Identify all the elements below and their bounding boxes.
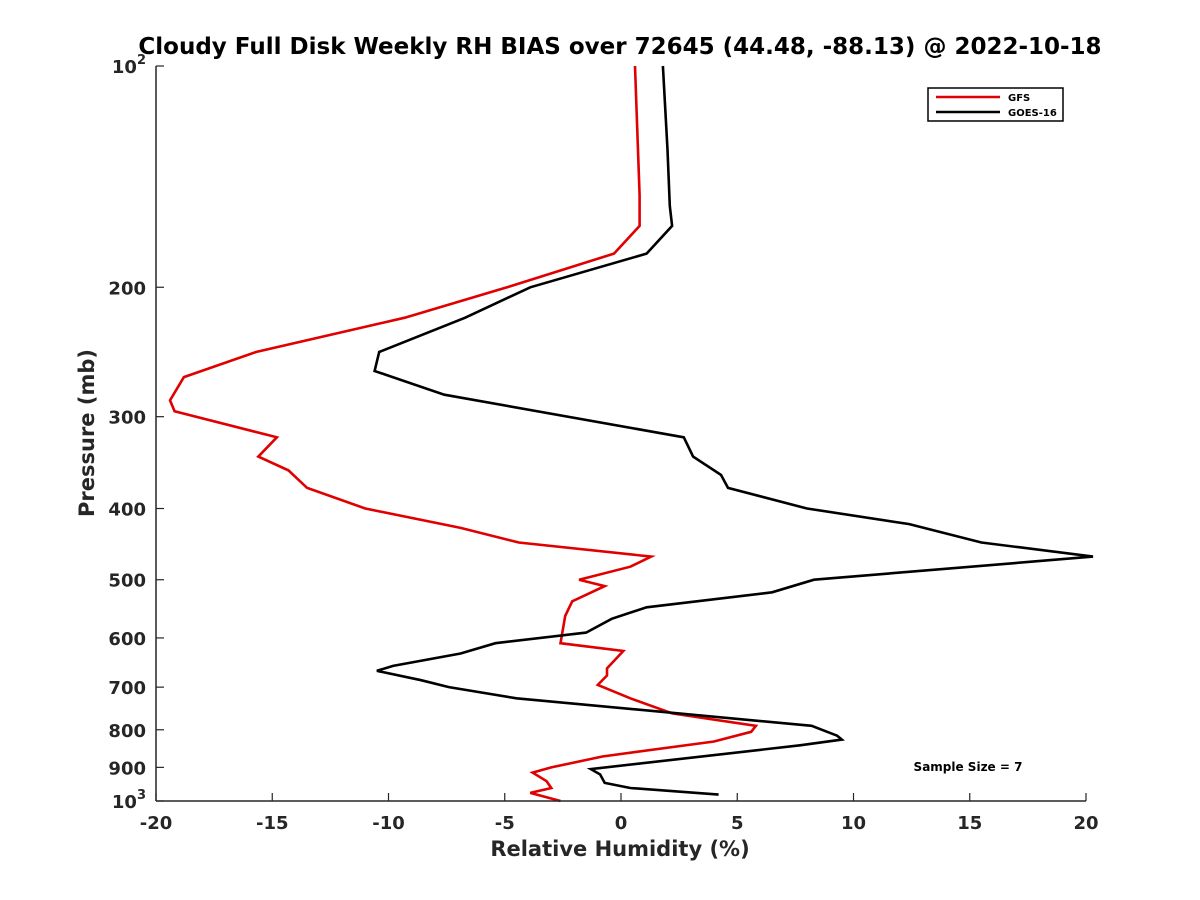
y-tick-label: 200 (108, 278, 146, 299)
series-line-goes-16 (373, 65, 1094, 796)
legend-label: GOES-16 (1008, 108, 1057, 119)
y-tick-label: 900 (108, 758, 146, 779)
x-tick-label: 5 (731, 813, 744, 834)
x-tick-label: -10 (372, 813, 405, 834)
y-tick-label: 103 (112, 788, 146, 813)
y-axis-label: Pressure (mb) (75, 349, 99, 517)
x-tick-label: 0 (615, 813, 628, 834)
y-tick-label: 500 (108, 571, 146, 592)
sample-size-annotation: Sample Size = 7 (914, 760, 1023, 774)
y-tick-label: 400 (108, 500, 146, 521)
y-tick-label: 300 (108, 408, 146, 429)
x-tick-label: 10 (841, 813, 866, 834)
x-tick-label: -5 (495, 813, 515, 834)
series-line-gfs (168, 65, 759, 803)
y-tick-label: 800 (108, 721, 146, 742)
legend-box (927, 87, 1064, 122)
x-tick-label: 15 (957, 813, 982, 834)
y-tick-label: 102 (112, 53, 146, 78)
x-axis-label: Relative Humidity (%) (490, 837, 749, 861)
chart-title: Cloudy Full Disk Weekly RH BIAS over 726… (138, 34, 1101, 60)
legend-label: GFS (1008, 93, 1030, 104)
x-tick-label: 20 (1073, 813, 1098, 834)
x-tick-label: -15 (256, 813, 289, 834)
y-tick-label: 600 (108, 629, 146, 650)
x-tick-label: -20 (140, 813, 173, 834)
y-tick-label: 700 (108, 678, 146, 699)
